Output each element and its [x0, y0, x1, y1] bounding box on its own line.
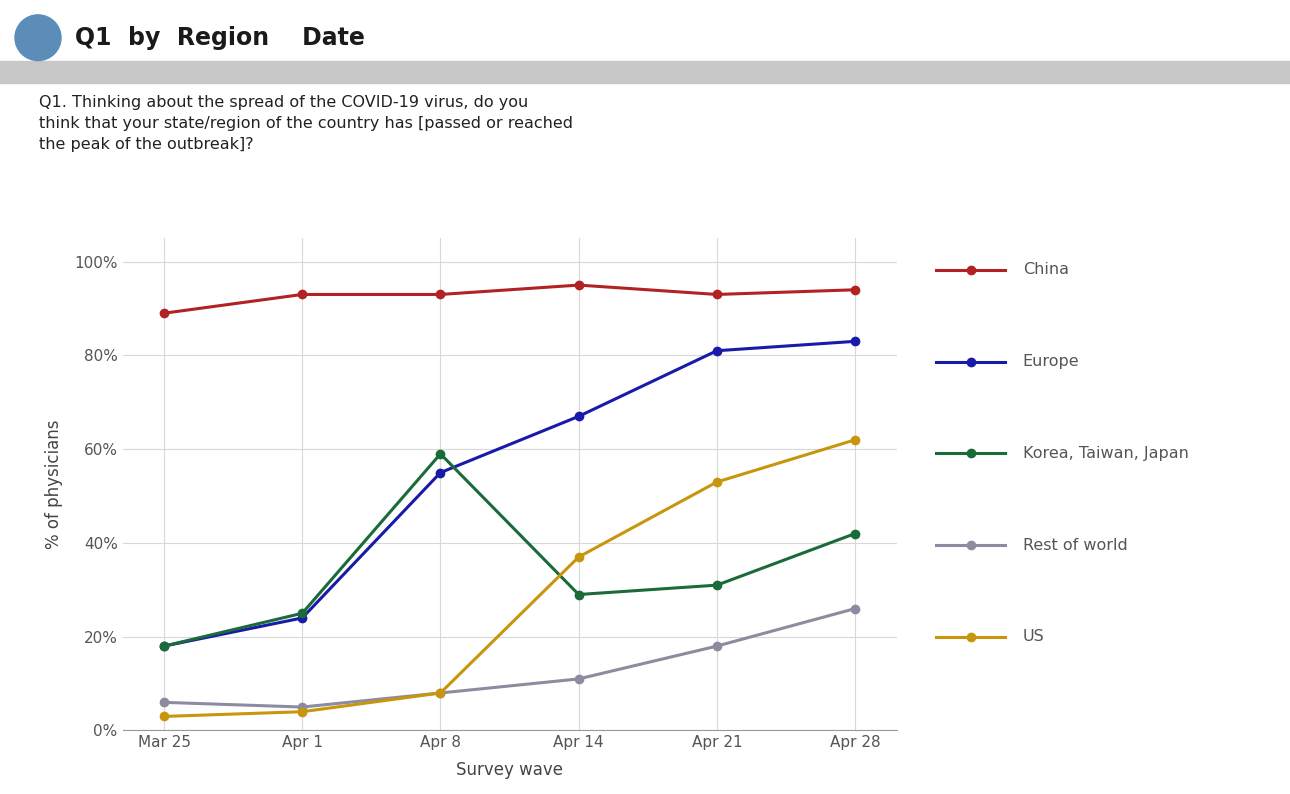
- China: [432, 290, 448, 299]
- Rest of world: [156, 698, 172, 707]
- Text: Q1. Thinking about the spread of the COVID-19 virus, do you
think that your stat: Q1. Thinking about the spread of the COV…: [39, 95, 573, 152]
- Korea, Taiwan, Japan: [571, 590, 587, 599]
- Text: Europe: Europe: [1023, 354, 1080, 369]
- Korea, Taiwan, Japan: [432, 449, 448, 459]
- Korea, Taiwan, Japan: [710, 580, 725, 590]
- Text: Q1  by  Region    Date: Q1 by Region Date: [75, 25, 365, 50]
- Line: Rest of world: Rest of world: [160, 604, 859, 711]
- Korea, Taiwan, Japan: [294, 608, 310, 618]
- China: [571, 280, 587, 290]
- Ellipse shape: [15, 15, 61, 60]
- Rest of world: [294, 702, 310, 711]
- Europe: [432, 468, 448, 477]
- US: [294, 707, 310, 716]
- China: [156, 308, 172, 318]
- X-axis label: Survey wave: Survey wave: [457, 761, 562, 780]
- Europe: [571, 411, 587, 421]
- Text: Korea, Taiwan, Japan: Korea, Taiwan, Japan: [1023, 446, 1188, 461]
- Line: US: US: [160, 436, 859, 721]
- Y-axis label: % of physicians: % of physicians: [45, 419, 63, 549]
- US: [710, 477, 725, 487]
- US: [571, 553, 587, 562]
- Europe: [848, 337, 863, 346]
- Rest of world: [848, 603, 863, 613]
- Korea, Taiwan, Japan: [848, 529, 863, 538]
- Line: Korea, Taiwan, Japan: Korea, Taiwan, Japan: [160, 449, 859, 650]
- Europe: [294, 613, 310, 622]
- Line: China: China: [160, 281, 859, 318]
- China: [710, 290, 725, 299]
- US: [848, 435, 863, 445]
- China: [848, 285, 863, 295]
- China: [294, 290, 310, 299]
- Text: Rest of world: Rest of world: [1023, 538, 1127, 553]
- Korea, Taiwan, Japan: [156, 642, 172, 651]
- Text: US: US: [1023, 630, 1045, 644]
- Rest of world: [710, 642, 725, 651]
- Europe: [156, 642, 172, 651]
- US: [432, 688, 448, 698]
- Rest of world: [571, 674, 587, 684]
- Text: China: China: [1023, 263, 1069, 277]
- Rest of world: [432, 688, 448, 698]
- US: [156, 711, 172, 721]
- Europe: [710, 346, 725, 356]
- Line: Europe: Europe: [160, 337, 859, 650]
